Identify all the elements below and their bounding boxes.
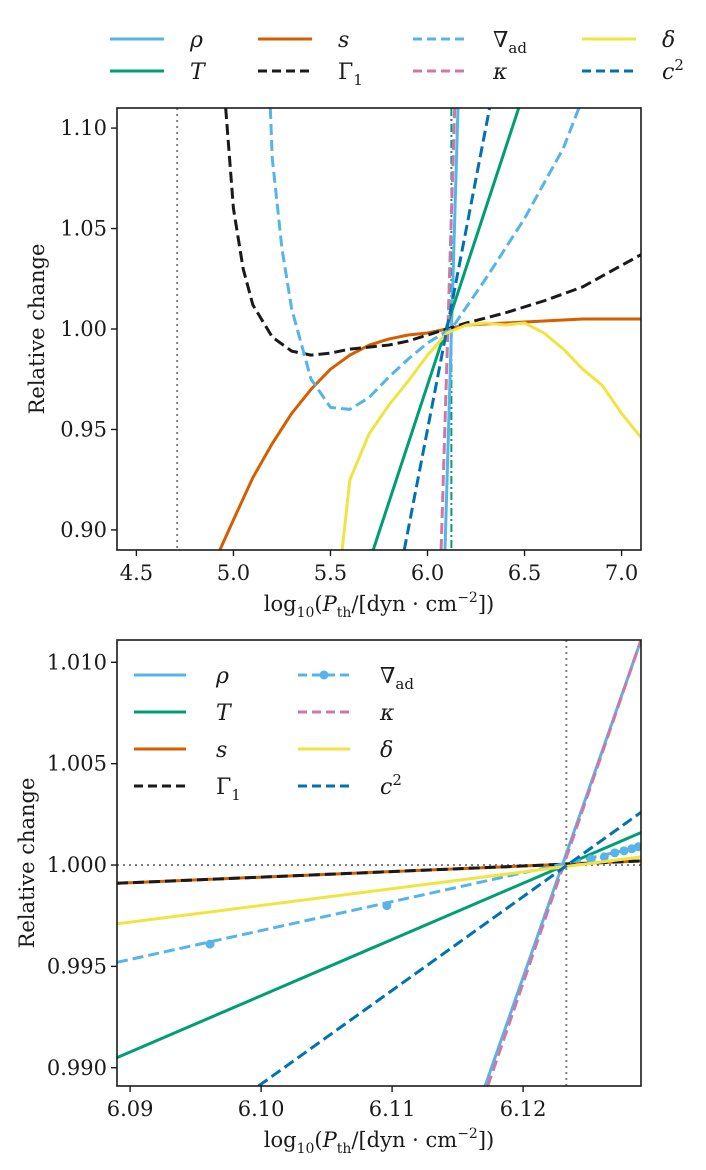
panel-bottom-plot: 6.09 6.10 6.11 6.12 0.990 0.995 1.000 1.005 1.01… bbox=[15, 639, 642, 1157]
panel-top-series-nabla_ad bbox=[268, 108, 581, 411]
svg-text:log10(Pth/[dyn · cm−2]): log10(Pth/[dyn · cm−2]) bbox=[264, 1126, 494, 1157]
svg-text:log10(Pth/[dyn · cm−2]): log10(Pth/[dyn · cm−2]) bbox=[264, 590, 494, 621]
panel-top-xtick-label-4: 6.5 bbox=[508, 561, 541, 585]
panel-top-ylabel: Relative change bbox=[25, 244, 49, 415]
panel-bottom-series-c2 bbox=[257, 811, 641, 1086]
legend-bottom-label-kappa: κ bbox=[379, 701, 395, 726]
panel-top-xtick-label-5: 7.0 bbox=[605, 561, 638, 585]
panel-bottom-series-t bbox=[117, 831, 641, 1059]
panel-bottom-ytick-label-3: 1.005 bbox=[47, 752, 107, 776]
panel-top-xtick-label-1: 5.0 bbox=[217, 561, 250, 585]
panel-top-xtick-label-3: 6.0 bbox=[411, 561, 444, 585]
panel-bottom-marker-nabla_ad-0 bbox=[205, 939, 215, 949]
panel-top-ytick-label-2: 1.00 bbox=[60, 317, 107, 341]
legend-top-label-gamma1: Γ1 bbox=[338, 60, 363, 89]
panel-bottom-ytick-label-4: 1.010 bbox=[47, 650, 107, 674]
panel-top-frame bbox=[116, 107, 642, 551]
panel-bottom-ytick-label-0: 0.990 bbox=[47, 1056, 107, 1080]
legend-bottom-label-s: s bbox=[216, 738, 227, 763]
panel-bottom-series-kappa bbox=[486, 640, 641, 1086]
panel-bottom-xtick-label-0: 6.09 bbox=[107, 1097, 154, 1121]
panel-top-series-gamma1 bbox=[224, 108, 641, 357]
panel-bottom-ytick-label-2: 1.000 bbox=[47, 853, 107, 877]
panel-top-plot: 4.5 5.0 5.5 6.0 6.5 7.0 0.90 0.95 1.00 1.05 1.10 R… bbox=[25, 107, 642, 621]
panel-bottom-marker-nabla_ad-7 bbox=[633, 842, 641, 852]
legend-bottom: ρTs Γ1 ∇ad κδ c2 bbox=[134, 664, 414, 804]
legend-bottom-label-t: T bbox=[216, 701, 233, 726]
panel-top-ytick-label-0: 0.90 bbox=[60, 518, 107, 542]
legend-bottom-label-gamma1: Γ1 bbox=[216, 775, 241, 804]
panel-top-series-kappa bbox=[439, 108, 457, 550]
panel-bottom-marker-nabla_ad-3 bbox=[599, 852, 609, 862]
panel-bottom-ytick-label-1: 0.995 bbox=[47, 954, 107, 978]
panel-top-series-s bbox=[218, 317, 641, 550]
panel-top-ytick-label-4: 1.10 bbox=[60, 116, 107, 140]
panel-top-series-delta bbox=[340, 321, 641, 550]
panel-bottom-marker-nabla_ad-5 bbox=[619, 846, 629, 856]
legend-top-label-s: s bbox=[338, 28, 349, 53]
panel-bottom-xlabel: log10(Pth/[dyn · cm−2]) bbox=[264, 1126, 494, 1157]
legend-top-label-c2: c2 bbox=[662, 56, 684, 85]
legend-top-label-delta: δ bbox=[662, 28, 675, 53]
panel-bottom-series-gamma1 bbox=[117, 859, 641, 885]
legend-bottom-label-rho: ρ bbox=[215, 664, 229, 689]
panel-bottom-xtick-label-1: 6.10 bbox=[238, 1097, 285, 1121]
panel-bottom-marker-nabla_ad-4 bbox=[610, 848, 620, 858]
panel-top-ytick-label-3: 1.05 bbox=[60, 217, 107, 241]
legend-bottom-label-c2: c2 bbox=[380, 771, 402, 800]
legend-top-label-nabla_ad: ∇ad bbox=[493, 28, 527, 57]
panel-bottom-marker-nabla_ad-1 bbox=[382, 901, 392, 911]
panel-top-xtick-label-2: 5.5 bbox=[314, 561, 347, 585]
legend-top: ρ s ∇ad δ T Γ1 κ c2 bbox=[110, 28, 684, 89]
legend-bottom-label-nabla_ad: ∇ad bbox=[380, 664, 414, 693]
panel-bottom-series-nabla_ad bbox=[117, 845, 641, 964]
panel-top-ytick-label-1: 0.95 bbox=[60, 417, 107, 441]
legend-top-label-t: T bbox=[190, 60, 207, 85]
panel-top-xlabel: log10(Pth/[dyn · cm−2]) bbox=[264, 590, 494, 621]
legend-top-label-kappa: κ bbox=[492, 60, 508, 85]
legend-bottom-swatch-nabla_ad bbox=[298, 670, 350, 680]
legend-top-label-rho: ρ bbox=[189, 28, 203, 53]
panel-bottom-frame bbox=[116, 639, 642, 1087]
panel-top-xtick-label-0: 4.5 bbox=[120, 561, 153, 585]
panel-bottom-xtick-label-3: 6.12 bbox=[500, 1097, 547, 1121]
panel-bottom-xtick-label-2: 6.11 bbox=[369, 1097, 416, 1121]
panel-bottom-ylabel: Relative change bbox=[15, 778, 39, 949]
panel-bottom-series-delta bbox=[117, 855, 641, 926]
panel-top-series-c2 bbox=[402, 108, 492, 550]
panel-bottom-marker-nabla_ad-2 bbox=[586, 854, 596, 864]
legend-bottom-label-delta: δ bbox=[380, 738, 393, 763]
